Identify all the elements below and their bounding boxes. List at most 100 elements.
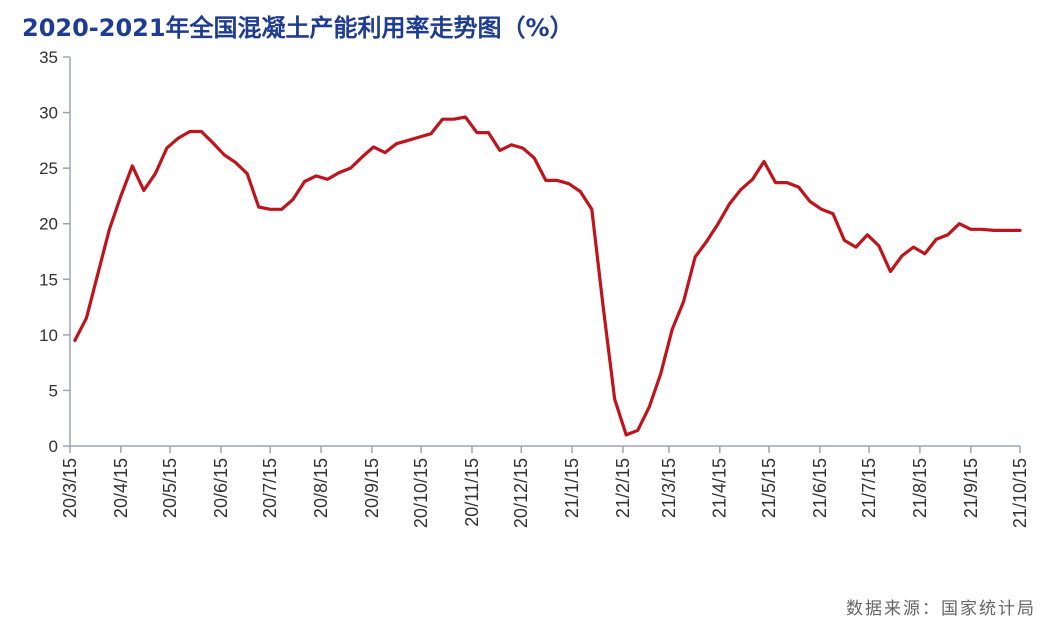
- data-point: [900, 254, 904, 258]
- data-point: [843, 239, 846, 242]
- data-point: [441, 118, 444, 121]
- x-tick-label: 20/6/15: [211, 458, 231, 518]
- data-point: [337, 171, 341, 174]
- chart-axes: [63, 56, 1021, 453]
- y-tick-label: 0: [49, 437, 58, 456]
- data-point: [406, 139, 410, 142]
- data-point: [291, 198, 295, 201]
- data-point: [567, 182, 570, 185]
- data-point: [521, 146, 524, 150]
- data-point: [602, 305, 605, 309]
- x-tick-label: 21/9/15: [961, 458, 981, 518]
- data-point: [429, 132, 433, 135]
- data-point: [636, 429, 639, 432]
- data-point: [475, 131, 479, 134]
- data-point: [1004, 229, 1007, 232]
- x-tick-label: 21/3/15: [659, 458, 679, 518]
- y-tick-label: 10: [39, 326, 58, 345]
- x-tick-label: 21/1/15: [562, 458, 582, 518]
- y-tick-label: 5: [49, 381, 58, 400]
- data-point: [889, 270, 892, 273]
- data-point: [762, 160, 766, 163]
- data-point: [705, 240, 708, 243]
- data-point: [257, 205, 260, 209]
- y-tick-label: 20: [39, 215, 58, 234]
- x-tick-label: 21/6/15: [810, 458, 830, 518]
- x-tick-label: 21/7/15: [859, 458, 879, 518]
- data-point: [487, 131, 490, 134]
- data-point: [211, 141, 214, 144]
- data-point: [590, 208, 593, 211]
- data-point: [923, 252, 926, 255]
- y-tick-label: 15: [39, 270, 58, 289]
- data-point: [177, 136, 180, 140]
- x-tick-label: 20/12/15: [511, 458, 531, 528]
- data-point: [877, 244, 881, 248]
- data-point: [360, 155, 364, 159]
- x-tick-labels: 20/3/15 20/4/15 20/5/15 20/6/15 20/7/15 20/8/…: [60, 458, 1030, 528]
- data-point: [452, 118, 456, 121]
- x-tick-label: 20/5/15: [160, 458, 180, 518]
- data-point: [556, 179, 559, 182]
- data-point: [831, 212, 835, 215]
- data-point: [326, 178, 329, 181]
- data-point: [395, 142, 398, 145]
- data-point: [946, 233, 949, 236]
- data-point: [854, 245, 858, 249]
- data-point: [785, 181, 789, 184]
- y-tick-labels: 0 5 10 15 20 25 30 35: [39, 48, 58, 456]
- data-point: [751, 178, 754, 181]
- data-point: [533, 156, 536, 160]
- data-point: [96, 272, 100, 275]
- x-tick-label: 20/3/15: [60, 458, 80, 518]
- data-point: [797, 185, 800, 189]
- data-point: [200, 130, 203, 133]
- data-point: [73, 339, 77, 342]
- data-point: [154, 172, 157, 175]
- data-point: [349, 166, 352, 170]
- data-point: [671, 328, 674, 331]
- x-tick-label: 21/10/15: [1010, 458, 1030, 528]
- data-point: [165, 146, 168, 150]
- data-point: [613, 398, 616, 401]
- data-point: [188, 130, 191, 133]
- x-tick-label: 21/4/15: [710, 458, 730, 518]
- data-point: [935, 238, 938, 241]
- data-point: [820, 208, 823, 211]
- x-tick-label: 20/9/15: [362, 458, 382, 518]
- data-point: [269, 208, 272, 211]
- data-point: [728, 202, 731, 205]
- data-point: [912, 245, 915, 249]
- data-point: [303, 180, 306, 183]
- x-tick-label: 20/10/15: [411, 458, 431, 528]
- y-tick-label: 30: [39, 104, 58, 123]
- data-point: [85, 317, 88, 320]
- data-point: [1015, 229, 1018, 232]
- data-point: [866, 233, 869, 236]
- data-point: [579, 190, 582, 193]
- data-point: [625, 433, 628, 437]
- x-tick-label: 20/7/15: [260, 458, 280, 518]
- data-point: [246, 172, 249, 175]
- data-point: [280, 208, 283, 211]
- data-point: [464, 115, 467, 119]
- x-tick-label: 20/8/15: [311, 458, 331, 518]
- chart-title: 2020-2021年全国混凝土产能利用率走势图（%）: [22, 14, 574, 42]
- data-point: [659, 372, 662, 375]
- data-point: [498, 149, 502, 152]
- data-point: [992, 229, 995, 232]
- y-tick-label: 25: [39, 159, 58, 178]
- data-point: [808, 200, 812, 203]
- x-tick-label: 20/11/15: [462, 458, 482, 527]
- data-point: [1018, 229, 1022, 232]
- data-point: [510, 143, 513, 146]
- data-point: [119, 194, 123, 198]
- data-point: [969, 228, 972, 231]
- data-point: [383, 151, 387, 154]
- data-point: [648, 405, 651, 409]
- data-point: [739, 188, 743, 191]
- data-point: [223, 153, 226, 156]
- data-point: [981, 228, 984, 231]
- data-point: [314, 174, 318, 178]
